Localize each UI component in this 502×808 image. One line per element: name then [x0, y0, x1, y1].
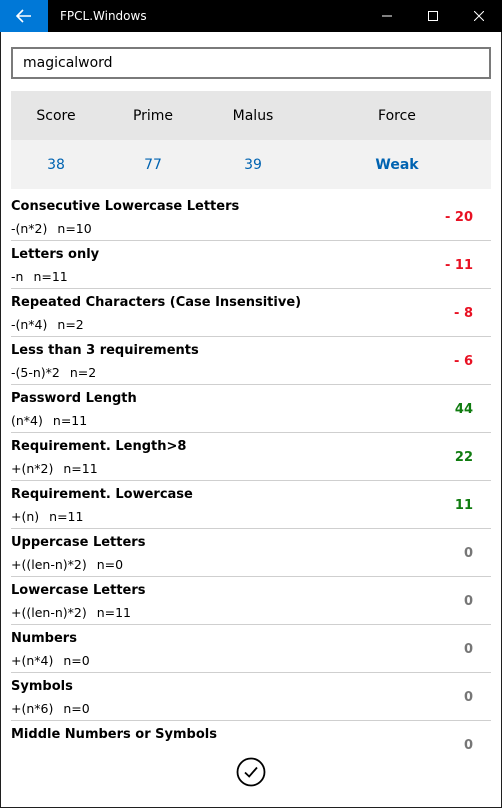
rule-score: 11 — [454, 498, 473, 513]
rule-formula: +((len-n)*2) n=11 — [11, 605, 132, 620]
rule-name: Lowercase Letters — [11, 583, 146, 598]
window-title: FPCL.Windows — [60, 9, 147, 23]
rule-formula — [11, 749, 21, 764]
list-item: Middle Numbers or Symbols 0 — [11, 721, 491, 769]
rule-formula: -n n=11 — [11, 269, 68, 284]
list-item: Letters only -n n=11 - 11 — [11, 241, 491, 289]
header-force: Force — [378, 107, 416, 124]
rule-score: 22 — [454, 450, 473, 465]
title-bar: FPCL.Windows — [0, 0, 502, 32]
window-controls — [364, 0, 502, 32]
rule-name: Numbers — [11, 631, 77, 646]
list-item: Consecutive Lowercase Letters -(n*2) n=10… — [11, 193, 491, 241]
list-item: Lowercase Letters +((len-n)*2) n=11 0 — [11, 577, 491, 625]
window-border-left — [0, 32, 1, 808]
list-item: Symbols +(n*6) n=0 0 — [11, 673, 491, 721]
rule-score: 44 — [454, 402, 473, 417]
rule-formula: -(n*2) n=10 — [11, 221, 92, 236]
list-item: Repeated Characters (Case Insensitive) -… — [11, 289, 491, 337]
value-malus: 39 — [244, 156, 262, 173]
rule-score: - 8 — [454, 306, 473, 321]
checkmark-circle-icon — [236, 757, 266, 787]
close-button[interactable] — [456, 0, 502, 32]
rule-formula: +(n*4) n=0 — [11, 653, 90, 668]
close-icon — [474, 11, 484, 21]
list-item: Less than 3 requirements -(5-n)*2 n=2 - 6 — [11, 337, 491, 385]
accept-button[interactable] — [236, 757, 266, 787]
rule-formula: +(n) n=11 — [11, 509, 84, 524]
rule-name: Requirement. Length>8 — [11, 439, 187, 454]
rule-score: - 6 — [454, 354, 473, 369]
rule-name: Repeated Characters (Case Insensitive) — [11, 295, 302, 310]
rule-name: Password Length — [11, 391, 137, 406]
back-button[interactable] — [0, 0, 48, 32]
minimize-icon — [382, 15, 392, 17]
maximize-button[interactable] — [410, 0, 456, 32]
header-prime: Prime — [132, 107, 174, 124]
minimize-button[interactable] — [364, 0, 410, 32]
header-score: Score — [36, 107, 76, 124]
summary-value-row: 38 77 39 Weak — [11, 140, 491, 189]
value-prime: 77 — [144, 156, 162, 173]
rule-score: 0 — [463, 594, 473, 609]
rule-name: Middle Numbers or Symbols — [11, 727, 217, 742]
rule-score: - 20 — [444, 210, 473, 225]
rule-score: 0 — [463, 546, 473, 561]
value-force: Weak — [375, 156, 419, 173]
rule-name: Less than 3 requirements — [11, 343, 199, 358]
summary-header-row: Score Prime Malus Force — [11, 91, 491, 140]
rule-score: - 11 — [444, 258, 473, 273]
rule-name: Requirement. Lowercase — [11, 487, 193, 502]
arrow-left-icon — [16, 9, 31, 23]
rules-list: Consecutive Lowercase Letters -(n*2) n=10… — [11, 193, 491, 769]
rule-name: Letters only — [11, 247, 100, 262]
rule-formula: +(n*6) n=0 — [11, 701, 90, 716]
value-score: 38 — [47, 156, 65, 173]
rule-formula: -(5-n)*2 n=2 — [11, 365, 97, 380]
list-item: Password Length (n*4) n=11 44 — [11, 385, 491, 433]
maximize-icon — [428, 11, 438, 21]
list-item: Uppercase Letters +((len-n)*2) n=0 0 — [11, 529, 491, 577]
rule-name: Symbols — [11, 679, 73, 694]
rule-formula: (n*4) n=11 — [11, 413, 88, 428]
list-item: Numbers +(n*4) n=0 0 — [11, 625, 491, 673]
rule-name: Consecutive Lowercase Letters — [11, 199, 240, 214]
rule-formula: -(n*4) n=2 — [11, 317, 84, 332]
password-input[interactable] — [11, 47, 491, 79]
rule-name: Uppercase Letters — [11, 535, 146, 550]
rule-formula: +((len-n)*2) n=0 — [11, 557, 124, 572]
rule-score: 0 — [463, 642, 473, 657]
rule-formula: +(n*2) n=11 — [11, 461, 98, 476]
rule-score: 0 — [463, 690, 473, 705]
header-malus: Malus — [232, 107, 274, 124]
list-item: Requirement. Lowercase +(n) n=11 11 — [11, 481, 491, 529]
rule-score: 0 — [463, 738, 473, 753]
list-item: Requirement. Length>8 +(n*2) n=11 22 — [11, 433, 491, 481]
